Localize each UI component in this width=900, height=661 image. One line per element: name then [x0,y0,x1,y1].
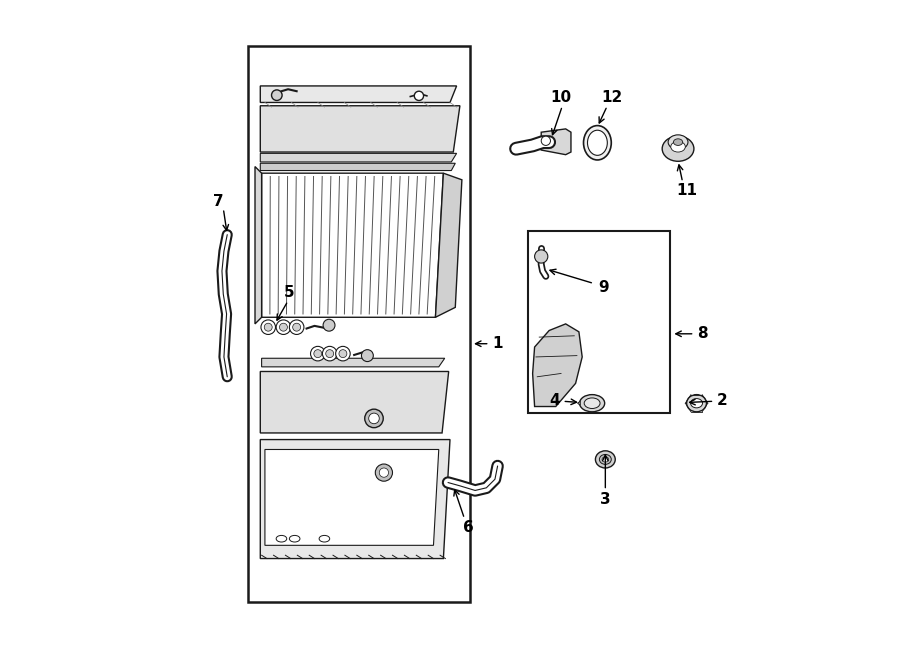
Ellipse shape [602,457,608,462]
Ellipse shape [588,130,608,155]
Text: 11: 11 [676,183,698,198]
Text: 1: 1 [492,336,503,351]
Ellipse shape [687,395,707,412]
Ellipse shape [276,535,287,542]
Polygon shape [578,401,581,405]
Circle shape [375,464,392,481]
Polygon shape [262,173,444,317]
Circle shape [336,346,350,361]
Circle shape [339,350,346,358]
Text: 6: 6 [464,520,474,535]
Polygon shape [260,106,460,152]
Ellipse shape [596,451,616,468]
Ellipse shape [290,535,300,542]
Circle shape [369,413,379,424]
Circle shape [541,136,551,145]
Circle shape [379,468,389,477]
Polygon shape [265,449,439,545]
Polygon shape [436,173,462,317]
Ellipse shape [668,135,688,149]
Text: 4: 4 [549,393,560,408]
Circle shape [322,346,337,361]
Circle shape [276,320,291,334]
Polygon shape [260,440,450,559]
Polygon shape [260,371,449,433]
Circle shape [290,320,304,334]
Circle shape [535,250,548,263]
Polygon shape [260,153,456,162]
Text: 8: 8 [698,327,707,341]
Circle shape [280,323,287,331]
Bar [528,231,670,413]
Ellipse shape [584,398,600,408]
Circle shape [364,409,383,428]
Polygon shape [255,167,262,324]
Bar [248,46,470,602]
Ellipse shape [670,141,685,152]
Text: 5: 5 [284,285,294,299]
Circle shape [310,346,325,361]
Text: 9: 9 [598,280,608,295]
Polygon shape [260,86,456,102]
Circle shape [265,323,272,331]
Text: 7: 7 [213,194,224,209]
Ellipse shape [580,395,605,412]
Text: 2: 2 [717,393,728,408]
Polygon shape [533,324,582,407]
Circle shape [326,350,334,358]
Text: 10: 10 [551,90,572,104]
Text: 3: 3 [600,492,610,506]
Text: 12: 12 [601,90,623,104]
Circle shape [362,350,374,362]
Ellipse shape [599,455,611,464]
Circle shape [272,90,282,100]
Circle shape [261,320,275,334]
Polygon shape [262,358,445,367]
Ellipse shape [583,126,611,160]
Polygon shape [541,129,571,155]
Circle shape [314,350,322,358]
Circle shape [414,91,424,100]
Ellipse shape [320,535,329,542]
Ellipse shape [673,139,683,145]
Circle shape [323,319,335,331]
Ellipse shape [690,399,703,408]
Polygon shape [260,163,455,171]
Circle shape [292,323,301,331]
Ellipse shape [662,136,694,161]
